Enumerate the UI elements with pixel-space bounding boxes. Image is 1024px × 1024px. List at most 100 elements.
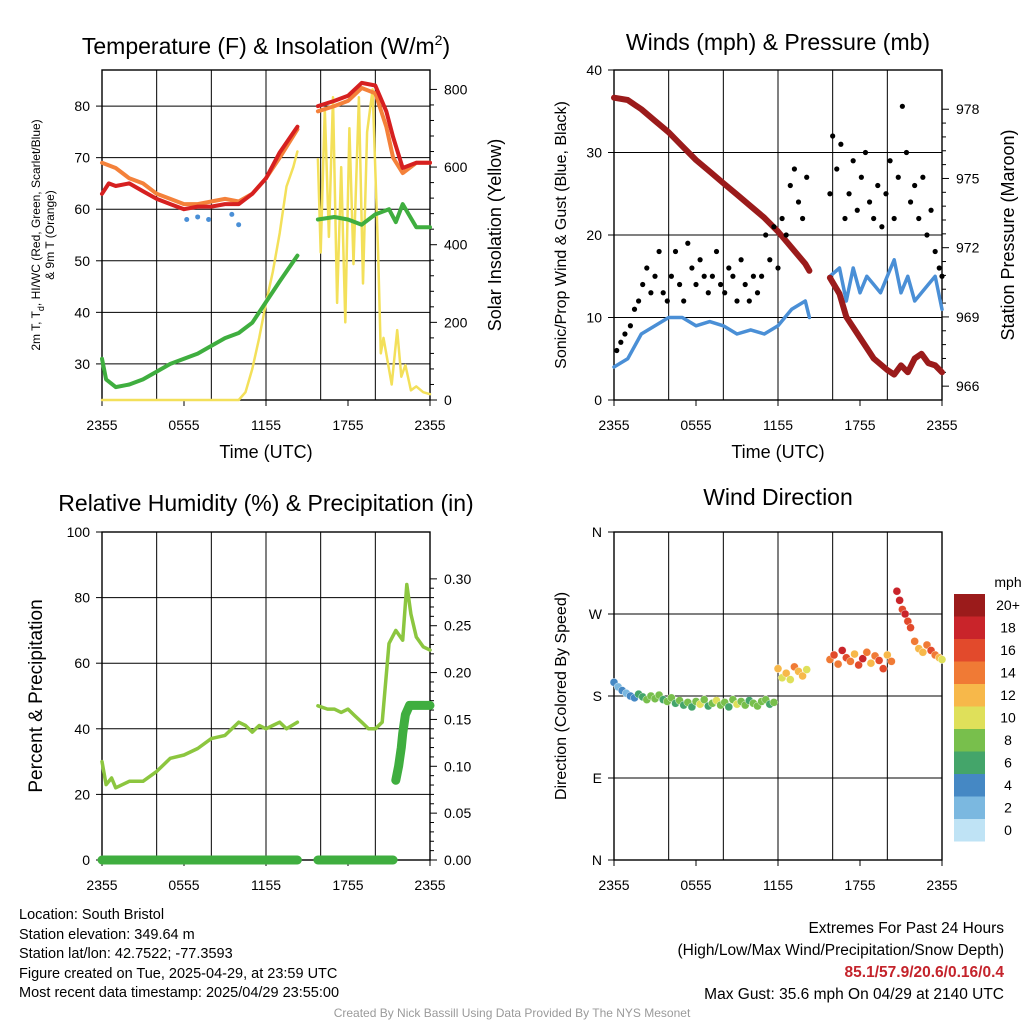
- direction-point: [798, 671, 807, 681]
- gust-point: [644, 265, 650, 271]
- temperature-y2tick-label: 800: [444, 81, 468, 97]
- figure-created: Figure created on Tue, 2025-04-29, at 23…: [19, 965, 338, 982]
- direction-point: [724, 702, 733, 712]
- temperature-xlabel: Time (UTC): [219, 442, 312, 462]
- colorbar-swatch: [954, 661, 985, 684]
- gust-point: [891, 215, 897, 222]
- direction-xtick-label: 2355: [926, 877, 957, 893]
- gust-point: [879, 224, 885, 230]
- gust-point: [763, 232, 769, 238]
- direction-point: [786, 675, 795, 684]
- gust-point: [775, 265, 781, 271]
- gust-point: [787, 182, 793, 189]
- direction-panel: Wind Direction Direction (Colored By Spe…: [553, 484, 1022, 893]
- gust-point: [912, 182, 918, 189]
- humidity-y2tick-label: 0.20: [444, 665, 471, 681]
- humidity-y2tick-label: 0.05: [444, 805, 471, 821]
- wc-point: [236, 222, 242, 228]
- gust-point: [899, 103, 905, 109]
- gust-point: [640, 281, 646, 288]
- direction-ytick-label: N: [592, 524, 602, 540]
- wc-point: [206, 217, 212, 223]
- gust-point: [939, 273, 945, 279]
- direction-frame: [613, 531, 943, 861]
- winds-xtick-label: 2355: [926, 417, 957, 433]
- direction-ytick-label: W: [589, 606, 603, 622]
- gust-point: [850, 158, 856, 164]
- gust-point: [771, 224, 777, 230]
- direction-point: [833, 659, 843, 669]
- gust-point: [713, 248, 720, 255]
- gust-point: [652, 273, 658, 279]
- direction-point: [874, 656, 884, 665]
- humidity-y2tick-label: 0.15: [444, 711, 471, 727]
- humidity-xtick-label: 0555: [168, 877, 199, 893]
- winds-right-label: Station Pressure (Maroon): [998, 129, 1018, 340]
- gust-point: [677, 281, 683, 288]
- direction-xtick-label: 2355: [598, 877, 629, 893]
- winds-plot-area: 0 10 20 30 40 966 969 972 975 978 2355 0555 1155 1755…: [586, 62, 979, 433]
- max-gust: Max Gust: 35.6 mph On 04/29 at 2140 UTC: [704, 986, 1004, 1003]
- gust-point: [734, 298, 740, 304]
- colorbar-swatch: [954, 751, 985, 774]
- extremes-title: Extremes For Past 24 Hours: [808, 920, 1004, 937]
- winds-y2tick-label: 978: [956, 101, 980, 117]
- temperature-xtick-label: 2355: [414, 417, 445, 433]
- winds-ytick-label: 30: [586, 145, 602, 161]
- gust-point: [895, 174, 901, 180]
- direction-ytick-label: S: [593, 688, 602, 704]
- gust-point: [622, 331, 628, 337]
- humidity-ytick-label: 40: [74, 721, 90, 737]
- gust-point: [871, 215, 877, 222]
- winds-panel: Winds (mph) & Pressure (mb) Time (UTC) S…: [553, 29, 1018, 462]
- gust-point: [854, 207, 860, 213]
- gust-point: [705, 290, 711, 296]
- series-sonic/prop-wind: [612, 258, 944, 369]
- credit-line: Created By Nick Bassill Using Data Provi…: [333, 1006, 691, 1020]
- winds-ytick-label: 40: [586, 62, 602, 78]
- direction-point: [782, 669, 791, 678]
- colorbar-label: 20+: [996, 597, 1020, 613]
- temperature-ytick-label: 30: [74, 356, 90, 372]
- direction-point: [838, 646, 847, 655]
- extremes-subtitle: (High/Low/Max Wind/Precipitation/Snow De…: [677, 942, 1005, 959]
- gust-point: [830, 133, 836, 139]
- gust-point: [631, 306, 638, 312]
- direction-panel-title: Wind Direction: [703, 484, 853, 510]
- temperature-ytick-label: 60: [74, 201, 90, 217]
- direction-point: [858, 654, 867, 663]
- gust-point: [795, 199, 802, 205]
- direction-point: [900, 609, 910, 619]
- gust-point: [718, 281, 724, 288]
- gust-point: [759, 273, 765, 279]
- gust-point: [858, 174, 864, 180]
- gust-point: [709, 273, 716, 279]
- gust-point: [681, 298, 687, 304]
- humidity-y2tick-label: 0.00: [444, 852, 471, 868]
- station-latlon: Station lat/lon: 42.7522; -77.3593: [19, 946, 233, 962]
- colorbar-label: 10: [1000, 710, 1016, 726]
- wc-point: [195, 214, 201, 220]
- gust-point: [903, 149, 910, 156]
- humidity-plot-area: 0 20 40 60 80 100 0.00 0.05 0.10 0.15 0.20 0.25 0.30…: [67, 524, 472, 893]
- gust-point: [701, 273, 707, 279]
- direction-point: [700, 695, 709, 704]
- series-solar-insolation: [100, 88, 432, 402]
- colorbar: 20+ 18 16 14 12 10 8 6 4 2 0: [954, 594, 1020, 842]
- colorbar-swatch: [954, 729, 985, 752]
- gust-point: [842, 215, 848, 222]
- direction-point: [829, 650, 839, 660]
- temperature-left-label: 2m T, Td, HI/WC (Red, Green, Scarlet/Blu…: [29, 119, 57, 350]
- gust-point: [738, 257, 744, 263]
- gust-point: [779, 215, 785, 222]
- gust-point: [862, 149, 869, 156]
- colorbar-label: 12: [1000, 687, 1016, 703]
- humidity-panel-title: Relative Humidity (%) & Precipitation (i…: [58, 490, 473, 516]
- humidity-ytick-label: 80: [74, 590, 90, 606]
- station-elevation: Station elevation: 349.64 m: [19, 926, 195, 943]
- direction-xtick-label: 0555: [680, 877, 711, 893]
- temperature-xtick-label: 0555: [168, 417, 199, 433]
- recent-timestamp: Most recent data timestamp: 2025/04/29 2…: [19, 985, 340, 1001]
- temperature-y2tick-label: 0: [444, 392, 452, 408]
